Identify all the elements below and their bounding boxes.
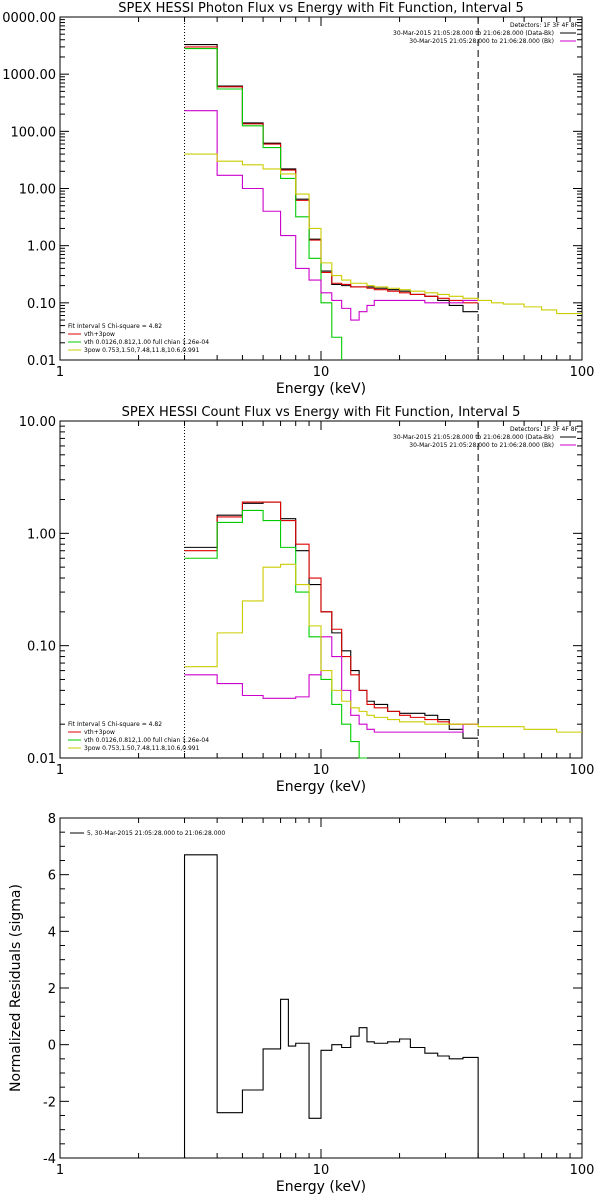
legend-bottom-left-text: Fit Interval 5 Chi-square = 4.82	[68, 323, 162, 330]
x-tick-label: 1	[56, 365, 64, 380]
y-tick-label: 4	[48, 925, 56, 940]
plot-frame-0	[59, 16, 583, 361]
legend-top-left-text: 5, 30-Mar-2015 21:05:28.000 to 21:06:28.…	[87, 830, 225, 837]
y-tick-label: 10.00	[19, 183, 56, 198]
y-axis-label: Normalized Residuals (sigma)	[8, 884, 24, 1092]
series-line-0-1	[184, 46, 479, 304]
series-line-1-1	[184, 501, 479, 725]
y-tick-label: -4	[43, 1152, 56, 1167]
legend-top-right-text: Detectors: 1F 3F 4F 8F	[510, 426, 579, 433]
series-line-0-4	[184, 153, 582, 315]
y-tick-label: 0.01	[27, 354, 56, 369]
y-tick-label: -2	[43, 1095, 56, 1110]
legend-bottom-left-text: vth+3pow	[84, 729, 115, 736]
y-tick-label: 10.00	[19, 415, 56, 430]
x-tick-label: 10	[313, 365, 330, 380]
y-tick-label: 8	[48, 812, 56, 827]
legend-bottom-left-text: vth 0.0126,0.812,1.00 full chian 1.26e-0…	[84, 339, 209, 346]
chart-title-1: SPEX HESSI Count Flux vs Energy with Fit…	[122, 405, 521, 420]
y-tick-label: 6	[48, 869, 56, 884]
legend-bottom-left-text: 3pow 0.753,1.50,7.48,11.8,10.6,0.991	[84, 745, 200, 752]
legend-bottom-left-text: Fit Interval 5 Chi-square = 4.82	[68, 721, 162, 728]
x-tick-label: 100	[570, 763, 595, 778]
x-axis-label: Energy (keV)	[276, 779, 366, 795]
x-tick-label: 100	[570, 1163, 595, 1178]
series-line-1-4	[184, 563, 582, 733]
legend-top-right-text: 30-Mar-2015 21:05:28.000 to 21:06:28.000…	[393, 434, 554, 441]
y-tick-label: 0000.00	[2, 11, 56, 26]
x-tick-label: 100	[570, 365, 595, 380]
y-tick-label: 1.00	[27, 240, 56, 255]
series-line-0-3	[184, 110, 479, 321]
legend-top-right-text: 30-Mar-2015 21:05:28.000 to 21:06:28.000…	[409, 38, 554, 45]
legend-bottom-left-text: vth 0.0126,0.812,1.00 full chian 1.26e-0…	[84, 737, 209, 744]
x-axis-label: Energy (keV)	[276, 381, 366, 397]
y-tick-label: 100.00	[11, 125, 57, 140]
x-tick-label: 10	[313, 763, 330, 778]
x-tick-label: 10	[313, 1163, 330, 1178]
y-tick-label: 0	[48, 1039, 56, 1054]
x-tick-label: 1	[56, 763, 64, 778]
y-tick-label: 0.01	[27, 752, 56, 767]
y-tick-label: 1.00	[27, 527, 56, 542]
y-tick-label: 0.10	[27, 297, 56, 312]
series-line-2-0	[183, 854, 479, 1158]
legend-top-right-text: 30-Mar-2015 21:05:28.000 to 21:06:28.000…	[393, 30, 554, 37]
x-tick-label: 1	[56, 1163, 64, 1178]
chart-title-0: SPEX HESSI Photon Flux vs Energy with Fi…	[118, 1, 524, 16]
y-tick-label: 0.10	[27, 640, 56, 655]
legend-bottom-left-text: 3pow 0.753,1.50,7.48,11.8,10.6,0.991	[84, 347, 200, 354]
y-tick-label: 1000.00	[2, 68, 56, 83]
y-tick-label: 2	[48, 982, 56, 997]
legend-top-right-text: Detectors: 1F 3F 4F 8F	[510, 22, 579, 29]
legend-bottom-left-text: vth+3pow	[84, 331, 115, 338]
legend-top-right-text: 30-Mar-2015 21:05:28.000 to 21:06:28.000…	[409, 442, 554, 449]
x-axis-label: Energy (keV)	[276, 1179, 366, 1195]
